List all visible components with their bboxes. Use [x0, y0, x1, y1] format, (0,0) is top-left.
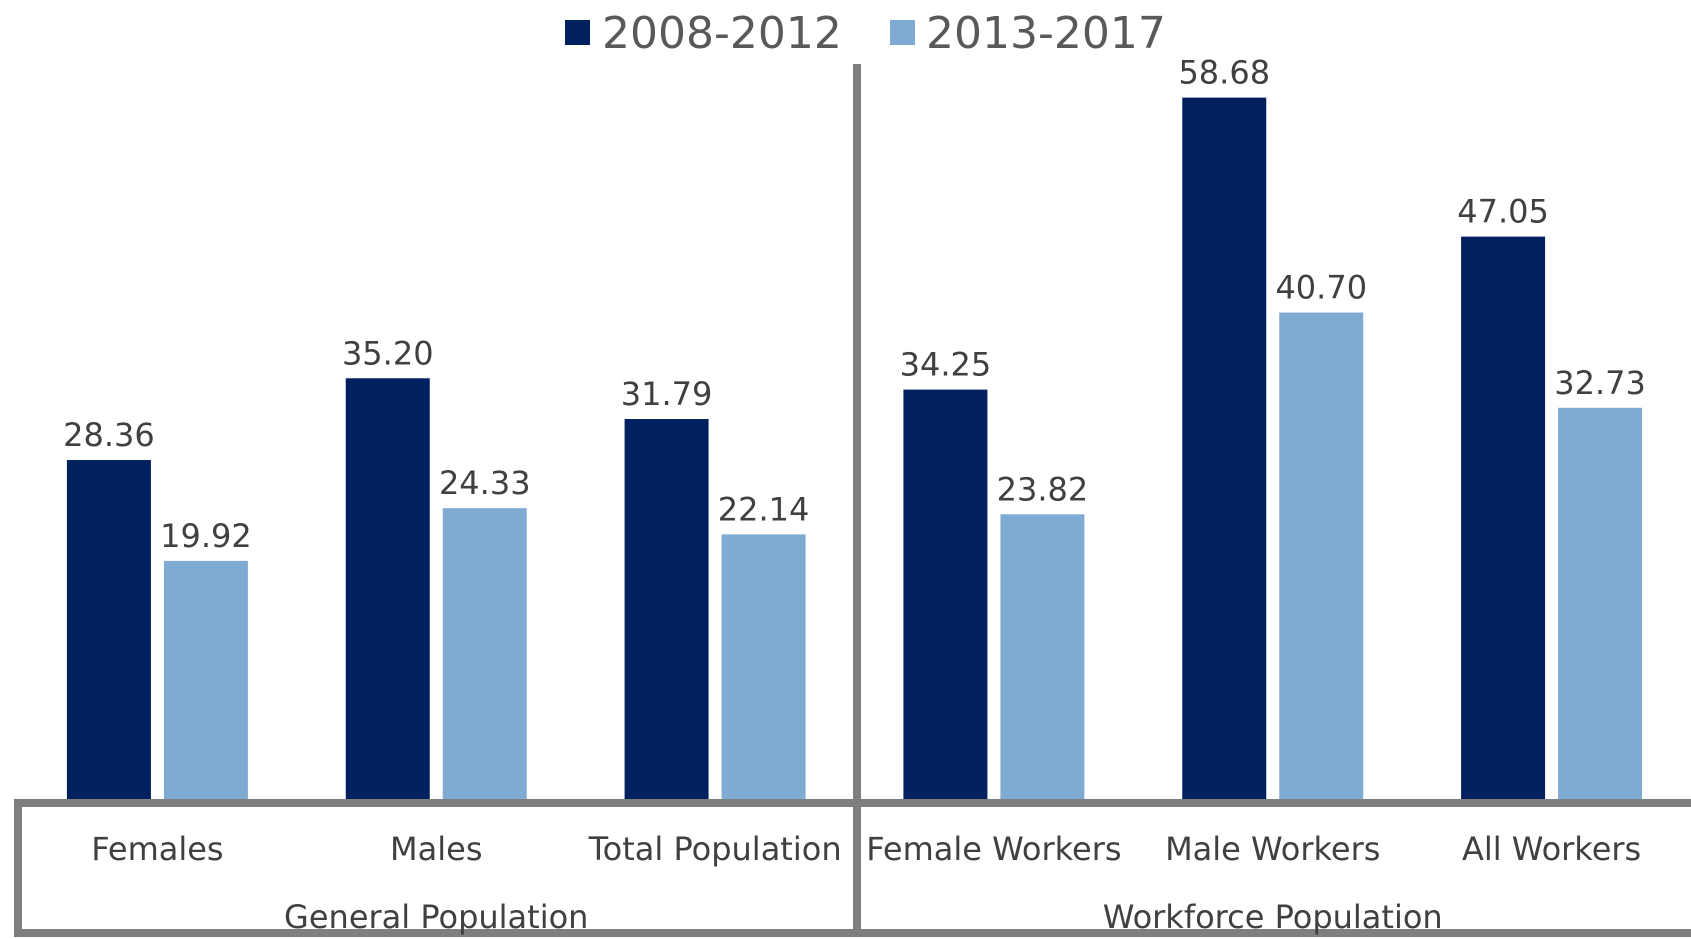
legend-label-2013-2017: 2013-2017 [926, 8, 1166, 59]
axis-frame [14, 64, 1691, 937]
value-label-2008-2012-males: 35.20 [342, 334, 434, 372]
group-label-general-population: General Population [284, 898, 588, 936]
category-label-females: Females [91, 830, 223, 868]
bar-2013-2017-all-workers [1558, 407, 1643, 799]
bar-2008-2012-male-workers [1182, 97, 1267, 799]
group-labels: General Population Workforce Population [284, 898, 1443, 936]
value-label-2013-2017-male-workers: 40.70 [1275, 269, 1367, 307]
value-labels: 28.36 19.92 35.20 24.33 31.79 22.14 34.25 23.82… [63, 54, 1646, 555]
bar-2008-2012-males [345, 378, 430, 799]
category-label-female-workers: Female Workers [866, 830, 1121, 868]
group-label-workforce-population: Workforce Population [1103, 898, 1443, 936]
value-label-2013-2017-all-workers: 32.73 [1554, 364, 1646, 402]
value-label-2008-2012-female-workers: 34.25 [900, 346, 992, 384]
category-label-males: Males [390, 830, 482, 868]
legend-item-2013-2017: 2013-2017 [890, 8, 1166, 59]
bar-2013-2017-male-workers [1279, 312, 1364, 799]
category-label-total-population: Total Population [588, 830, 842, 868]
legend-swatch-2008-2012 [565, 20, 590, 45]
legend-item-2008-2012: 2008-2012 [565, 8, 842, 59]
value-label-2013-2017-female-workers: 23.82 [997, 470, 1089, 508]
bars [66, 97, 1643, 800]
category-label-male-workers: Male Workers [1165, 830, 1380, 868]
legend: 2008-2012 2013-2017 [565, 8, 1166, 59]
legend-label-2008-2012: 2008-2012 [602, 8, 842, 59]
value-label-2008-2012-male-workers: 58.68 [1178, 54, 1270, 92]
bar-2008-2012-female-workers [903, 389, 988, 799]
legend-swatch-2013-2017 [890, 20, 915, 45]
value-label-2008-2012-all-workers: 47.05 [1457, 193, 1549, 231]
bar-2013-2017-males [442, 508, 527, 799]
value-label-2013-2017-females: 19.92 [160, 517, 252, 555]
bar-2008-2012-females [66, 460, 151, 799]
category-label-all-workers: All Workers [1462, 830, 1641, 868]
bar-2013-2017-total-population [721, 534, 806, 799]
value-label-2013-2017-males: 24.33 [439, 464, 531, 502]
bar-2013-2017-female-workers [1000, 514, 1085, 799]
value-label-2013-2017-total-population: 22.14 [718, 490, 810, 528]
bar-2013-2017-females [163, 560, 248, 799]
value-label-2008-2012-total-population: 31.79 [621, 375, 713, 413]
value-label-2008-2012-females: 28.36 [63, 416, 155, 454]
category-labels: Females Males Total Population Female Worke… [91, 830, 1641, 868]
bar-2008-2012-all-workers [1461, 236, 1546, 800]
bar-2008-2012-total-population [624, 419, 709, 799]
